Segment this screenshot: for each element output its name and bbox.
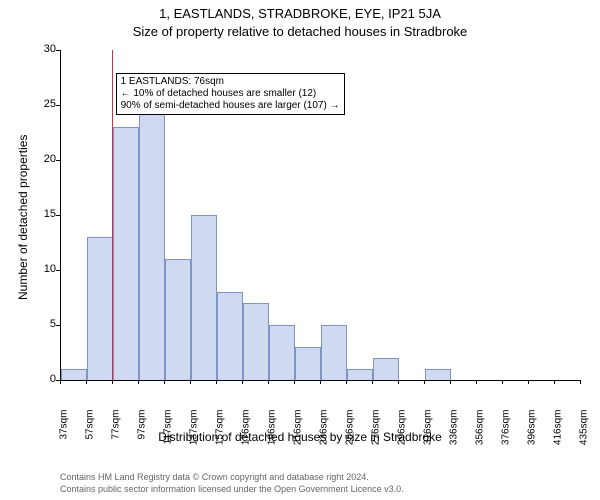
x-tick-mark — [580, 380, 581, 384]
x-tick-mark — [398, 380, 399, 384]
footer-line-2: Contains public sector information licen… — [60, 484, 404, 494]
y-tick-mark — [56, 215, 60, 216]
y-tick-label: 20 — [30, 153, 56, 165]
x-tick-mark — [112, 380, 113, 384]
histogram-bar — [243, 303, 269, 380]
x-tick-mark — [138, 380, 139, 384]
x-tick-label: 236sqm — [319, 410, 330, 450]
histogram-bar — [165, 259, 191, 380]
x-tick-label: 316sqm — [423, 410, 434, 450]
x-tick-label: 57sqm — [85, 410, 96, 450]
x-tick-mark — [554, 380, 555, 384]
x-tick-label: 435sqm — [579, 410, 590, 450]
x-tick-mark — [242, 380, 243, 384]
annotation-line: ← 10% of detached houses are smaller (12… — [121, 88, 340, 100]
histogram-bar — [373, 358, 399, 380]
x-tick-mark — [190, 380, 191, 384]
x-tick-label: 117sqm — [163, 410, 174, 450]
x-tick-label: 157sqm — [215, 410, 226, 450]
x-tick-label: 336sqm — [449, 410, 460, 450]
x-tick-label: 97sqm — [137, 410, 148, 450]
y-tick-label: 15 — [30, 208, 56, 220]
x-tick-label: 176sqm — [241, 410, 252, 450]
x-tick-label: 137sqm — [189, 410, 200, 450]
y-tick-mark — [56, 160, 60, 161]
x-tick-mark — [476, 380, 477, 384]
x-tick-mark — [450, 380, 451, 384]
x-tick-mark — [320, 380, 321, 384]
histogram-bar — [61, 369, 87, 380]
histogram-bar — [321, 325, 347, 380]
y-tick-label: 25 — [30, 98, 56, 110]
y-tick-mark — [56, 50, 60, 51]
y-tick-label: 5 — [30, 318, 56, 330]
y-axis-label: Number of detached properties — [16, 135, 30, 300]
y-tick-label: 0 — [30, 373, 56, 385]
y-tick-mark — [56, 105, 60, 106]
x-tick-label: 216sqm — [293, 410, 304, 450]
x-tick-mark — [372, 380, 373, 384]
x-tick-mark — [216, 380, 217, 384]
histogram-bar — [113, 127, 139, 380]
footer-line-1: Contains HM Land Registry data © Crown c… — [60, 472, 369, 482]
y-tick-mark — [56, 325, 60, 326]
histogram-plot: 1 EASTLANDS: 76sqm← 10% of detached hous… — [60, 50, 581, 381]
x-tick-label: 396sqm — [527, 410, 538, 450]
property-marker-line — [112, 50, 113, 380]
histogram-bar — [217, 292, 243, 380]
histogram-bar — [139, 105, 165, 380]
annotation-box: 1 EASTLANDS: 76sqm← 10% of detached hous… — [116, 73, 345, 115]
x-tick-label: 416sqm — [553, 410, 564, 450]
histogram-bar — [295, 347, 321, 380]
x-tick-label: 276sqm — [371, 410, 382, 450]
x-tick-label: 256sqm — [345, 410, 356, 450]
title-subtitle: Size of property relative to detached ho… — [0, 24, 600, 39]
x-tick-mark — [528, 380, 529, 384]
x-tick-label: 37sqm — [59, 410, 70, 450]
x-tick-label: 196sqm — [267, 410, 278, 450]
annotation-line: 1 EASTLANDS: 76sqm — [121, 76, 340, 88]
x-tick-mark — [60, 380, 61, 384]
histogram-bar — [269, 325, 295, 380]
x-tick-mark — [294, 380, 295, 384]
annotation-line: 90% of semi-detached houses are larger (… — [121, 100, 340, 112]
histogram-bar — [191, 215, 217, 380]
histogram-bar — [347, 369, 373, 380]
x-tick-label: 376sqm — [501, 410, 512, 450]
x-tick-mark — [268, 380, 269, 384]
x-tick-mark — [164, 380, 165, 384]
title-address: 1, EASTLANDS, STRADBROKE, EYE, IP21 5JA — [0, 6, 600, 21]
x-tick-mark — [502, 380, 503, 384]
x-tick-mark — [86, 380, 87, 384]
histogram-bar — [425, 369, 451, 380]
histogram-bar — [87, 237, 113, 380]
x-tick-label: 77sqm — [111, 410, 122, 450]
x-tick-mark — [346, 380, 347, 384]
y-tick-label: 10 — [30, 263, 56, 275]
x-tick-label: 296sqm — [397, 410, 408, 450]
y-tick-mark — [56, 270, 60, 271]
x-tick-mark — [424, 380, 425, 384]
x-tick-label: 356sqm — [475, 410, 486, 450]
y-tick-label: 30 — [30, 43, 56, 55]
